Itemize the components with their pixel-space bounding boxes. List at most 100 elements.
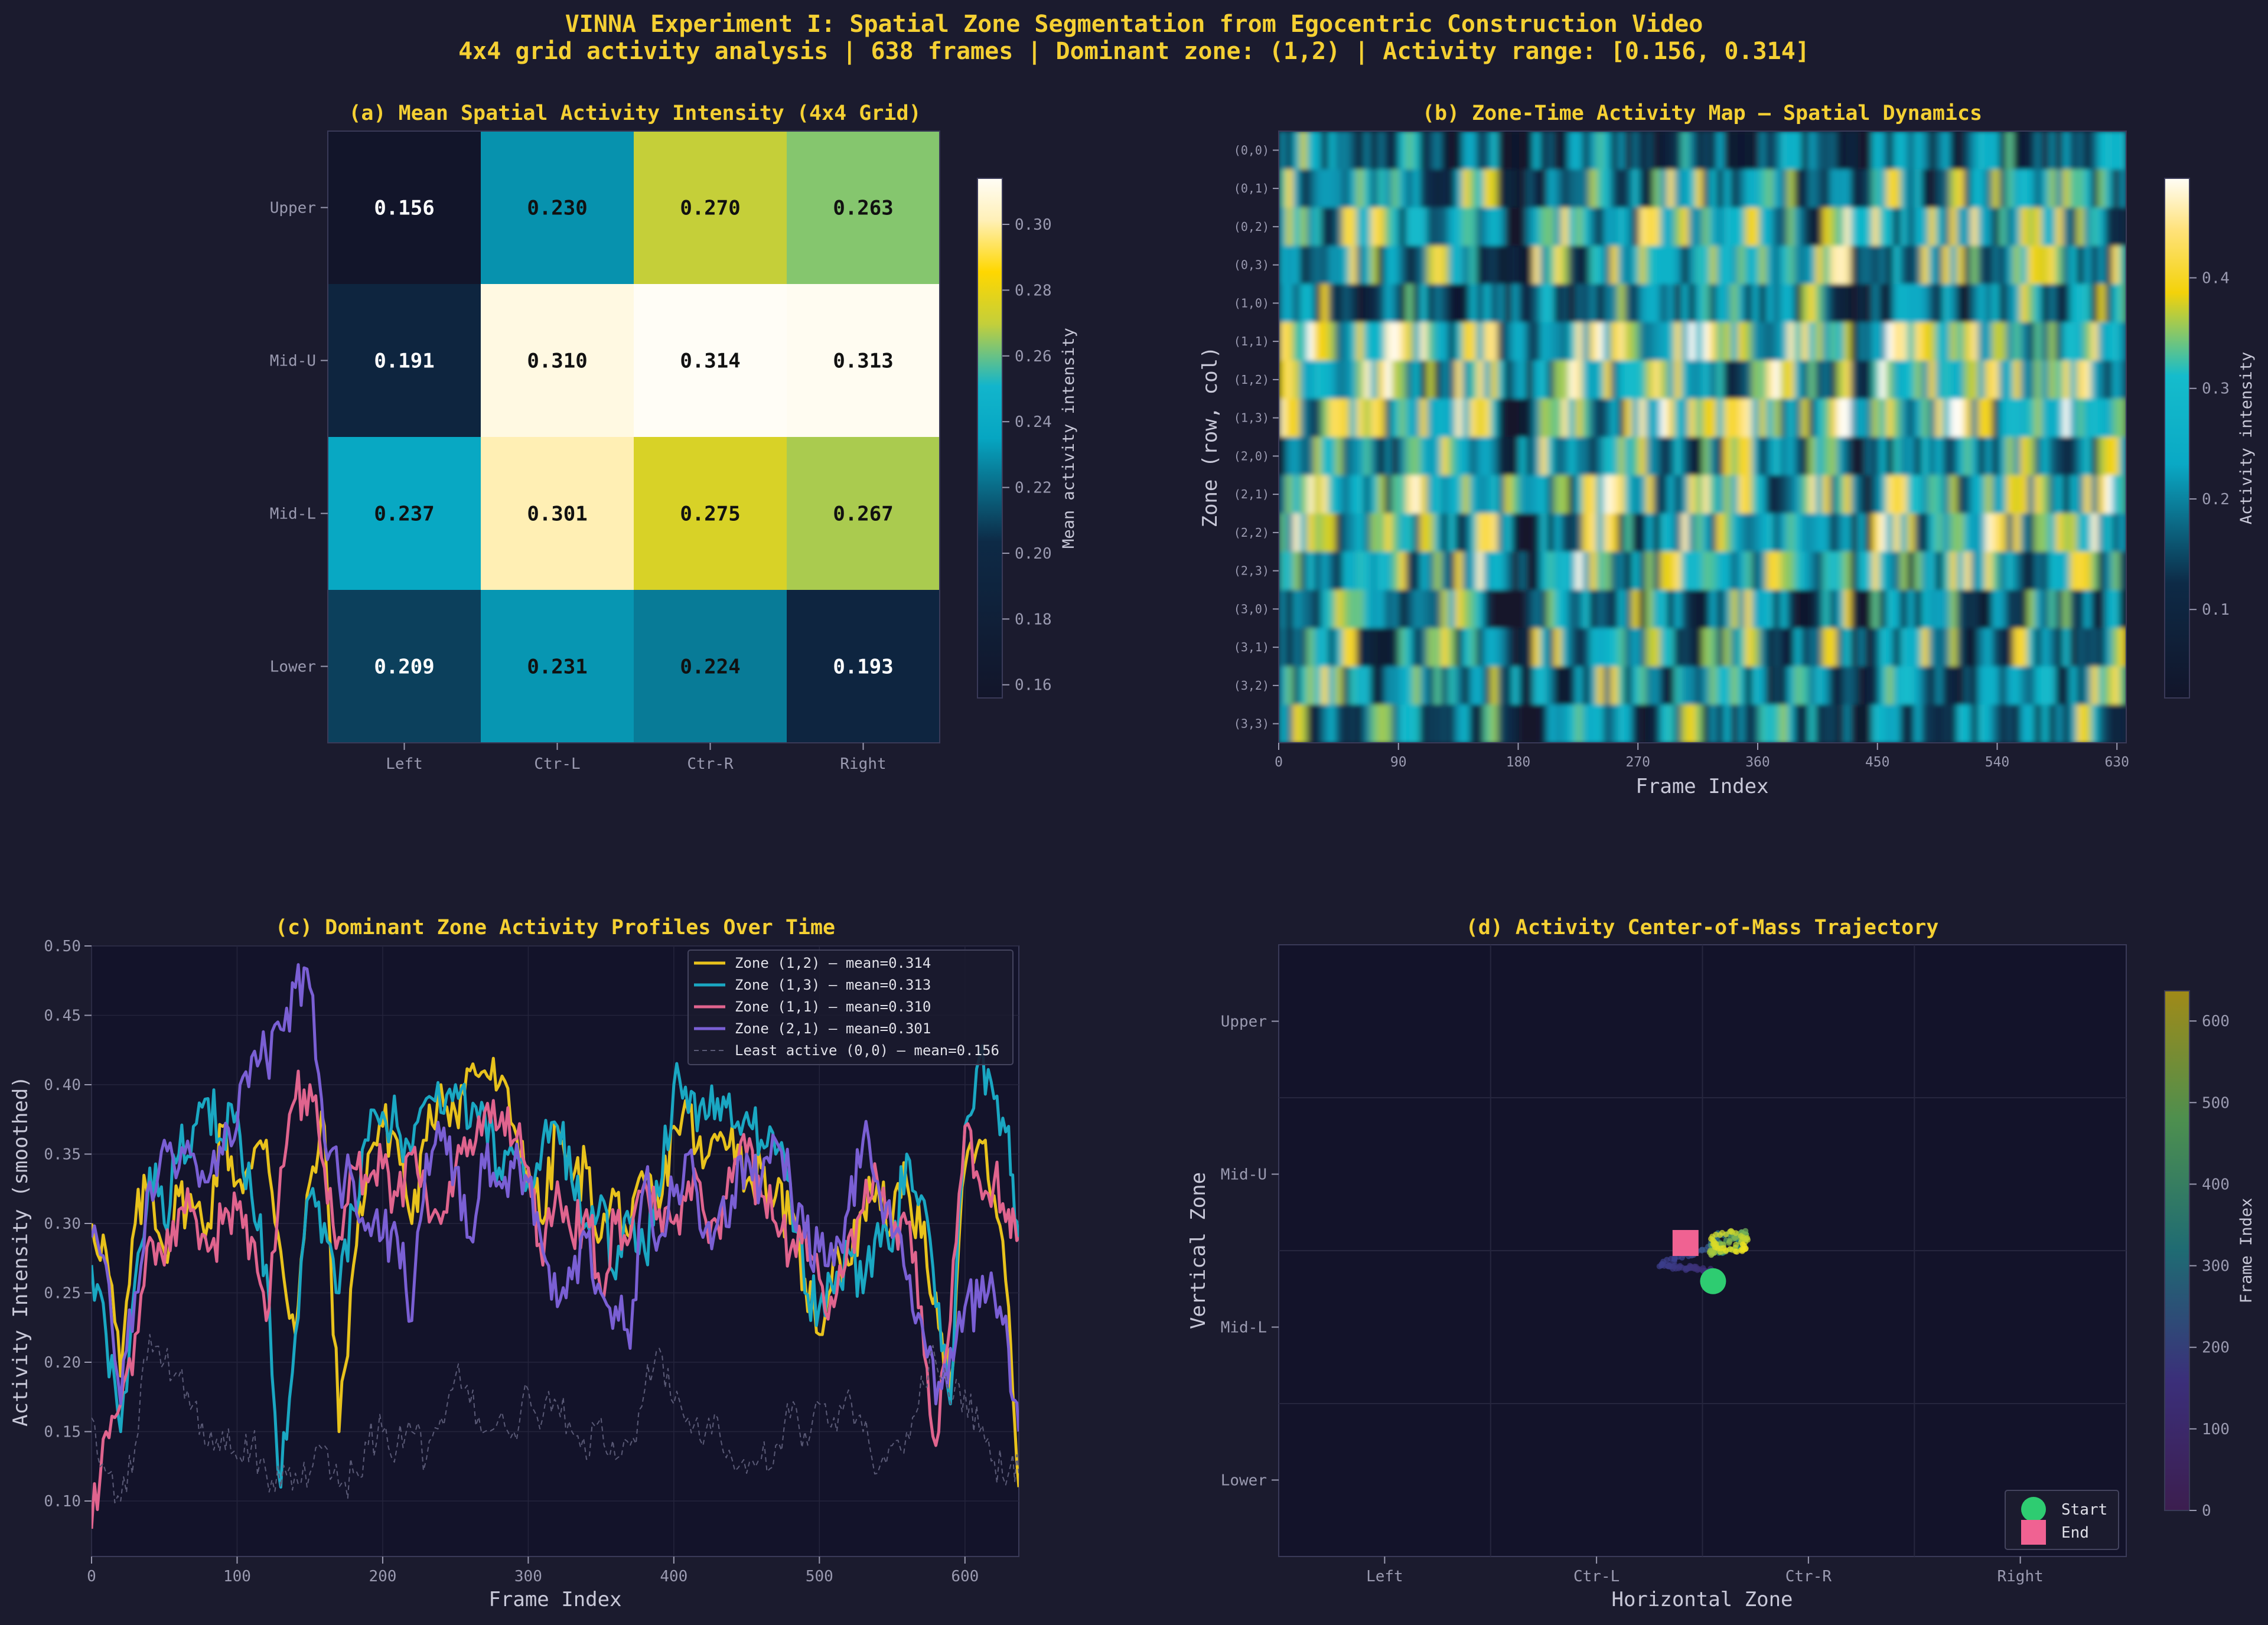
zone-time-cell xyxy=(1752,475,1760,514)
zone-time-cell xyxy=(1624,360,1632,400)
zone-time-cell xyxy=(1406,628,1414,667)
zone-time-cell xyxy=(1759,399,1767,438)
zone-time-cell xyxy=(1476,552,1484,590)
zone-time-cell xyxy=(1794,437,1802,476)
zone-time-cell xyxy=(1879,169,1887,208)
zone-time-cell xyxy=(1865,399,1873,438)
zone-time-cell xyxy=(1469,437,1477,476)
zone-time-cell xyxy=(1865,322,1873,361)
zone-time-cell xyxy=(1328,169,1336,208)
zone-time-cell xyxy=(1681,513,1689,553)
zone-time-cell xyxy=(2020,437,2028,476)
colorbar-tick-label: 500 xyxy=(2202,1094,2230,1112)
zone-time-cell xyxy=(1582,284,1591,323)
zone-time-cell xyxy=(1992,475,2000,514)
zone-time-cell xyxy=(1384,284,1393,323)
zone-time-cell xyxy=(2070,284,2078,323)
zone-time-cell xyxy=(1992,322,2000,361)
zone-time-cell xyxy=(1406,666,1414,706)
zone-time-cell xyxy=(1709,131,1718,170)
zone-time-cell xyxy=(1886,131,1894,170)
zone-time-cell xyxy=(1540,360,1548,400)
zone-time-cell xyxy=(1773,628,1781,667)
zone-time-cell xyxy=(1589,207,1598,247)
zone-time-cell xyxy=(2041,399,2049,438)
zone-time-cell xyxy=(1511,131,1520,170)
zone-time-cell xyxy=(1928,322,1937,361)
zone-time-cell xyxy=(1306,590,1315,629)
zone-time-cell xyxy=(1392,590,1400,629)
zone-time-cell xyxy=(2091,552,2099,590)
zone-time-cell xyxy=(1977,131,1986,170)
zone-time-cell xyxy=(1611,590,1618,629)
zone-time-cell xyxy=(2062,552,2071,590)
zone-time-cell xyxy=(2034,322,2042,361)
zone-time-cell xyxy=(1843,513,1852,553)
zone-time-cell xyxy=(1787,590,1795,629)
zone-time-cell xyxy=(1575,169,1583,208)
zone-time-cell xyxy=(1695,628,1703,667)
zone-time-cell xyxy=(1886,169,1894,208)
zone-time-cell xyxy=(1575,475,1583,514)
zone-time-cell xyxy=(1935,704,1944,743)
zone-time-cell xyxy=(1957,284,1964,323)
zone-time-cell xyxy=(1392,399,1400,438)
colorbar-d xyxy=(2164,990,2190,1511)
zone-time-cell xyxy=(1900,590,1908,629)
zone-time-cell xyxy=(1907,475,1915,514)
zone-time-cell xyxy=(1674,360,1682,400)
zone-time-cell xyxy=(1285,284,1293,323)
zone-time-cell xyxy=(1921,131,1930,170)
zone-time-cell xyxy=(1624,131,1632,170)
zone-time-cell xyxy=(1766,322,1774,361)
zone-time-cell xyxy=(2020,552,2028,590)
zone-time-cell xyxy=(1618,475,1625,514)
zone-time-cell xyxy=(1759,628,1767,667)
zone-time-cell xyxy=(1618,360,1625,400)
zone-time-cell xyxy=(1547,322,1555,361)
heatmap-cell xyxy=(634,437,787,590)
zone-time-cell xyxy=(1314,590,1322,629)
zone-time-cell xyxy=(1872,246,1880,285)
zone-time-cell xyxy=(1645,207,1654,247)
zone-time-cell xyxy=(2098,131,2106,170)
zone-time-cell xyxy=(2048,666,2057,706)
zone-time-cell xyxy=(1554,131,1562,170)
zone-time-cell xyxy=(1526,322,1534,361)
zone-time-cell xyxy=(1349,169,1357,208)
zone-time-cell xyxy=(1561,246,1569,285)
zone-time-cell xyxy=(1681,437,1689,476)
zone-time-cell xyxy=(1801,475,1809,514)
zone-time-cell xyxy=(2119,322,2126,361)
zone-time-cell xyxy=(2098,322,2106,361)
zone-time-cell xyxy=(1335,590,1343,629)
zone-time-cell xyxy=(2055,322,2064,361)
zone-time-cell xyxy=(1518,590,1527,629)
zone-time-cell xyxy=(1674,628,1682,667)
zone-time-cell xyxy=(1893,552,1901,590)
zone-time-cell xyxy=(1420,284,1428,323)
zone-time-cell xyxy=(1575,284,1583,323)
zone-time-cell xyxy=(1314,552,1322,590)
zone-time-cell xyxy=(1879,666,1887,706)
zone-time-cell xyxy=(1399,628,1407,667)
zone-time-cell xyxy=(2048,704,2057,743)
zone-time-cell xyxy=(1299,322,1308,361)
zone-time-cell xyxy=(1420,322,1428,361)
zone-time-cell xyxy=(2055,552,2064,590)
zone-time-cell xyxy=(1914,360,1922,400)
zone-time-cell xyxy=(1999,513,2007,553)
zone-time-cell xyxy=(1914,552,1922,590)
zone-time-cell xyxy=(1540,284,1548,323)
zone-time-cell xyxy=(1801,360,1809,400)
zone-time-cell xyxy=(2041,322,2049,361)
zone-time-cell xyxy=(1766,628,1774,667)
zone-time-cell xyxy=(1406,360,1414,400)
zone-time-cell xyxy=(1392,284,1400,323)
zone-time-cell xyxy=(1611,131,1618,170)
zone-time-cell xyxy=(1638,513,1647,553)
zone-time-cell xyxy=(1363,169,1371,208)
zone-time-cell xyxy=(1406,437,1414,476)
zone-time-cell xyxy=(1547,131,1555,170)
zone-time-cell xyxy=(1829,437,1837,476)
